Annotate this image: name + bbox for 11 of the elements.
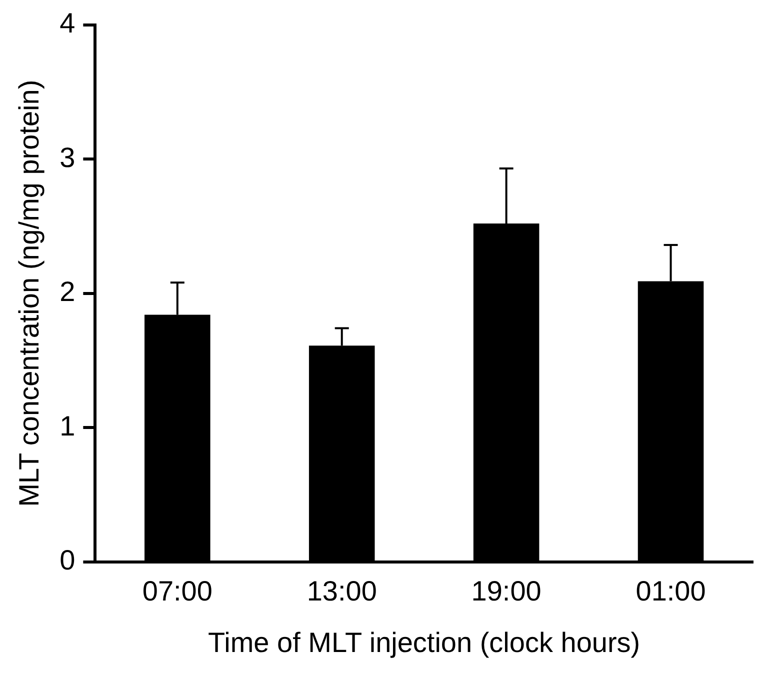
y-tick-label: 3 [60,142,76,173]
x-axis-title: Time of MLT injection (clock hours) [208,626,640,658]
y-tick-label: 1 [60,410,76,442]
y-axis-title: MLT concentration (ng/mg protein) [14,80,45,507]
y-tick-label: 4 [60,8,76,39]
x-tick-label: 01:00 [636,575,706,606]
x-tick-label: 13:00 [306,575,377,606]
x-tick-label: 07:00 [142,575,212,606]
y-tick-label: 0 [60,544,76,576]
y-tick-label: 2 [60,276,76,308]
x-tick-label: 19:00 [471,575,542,606]
